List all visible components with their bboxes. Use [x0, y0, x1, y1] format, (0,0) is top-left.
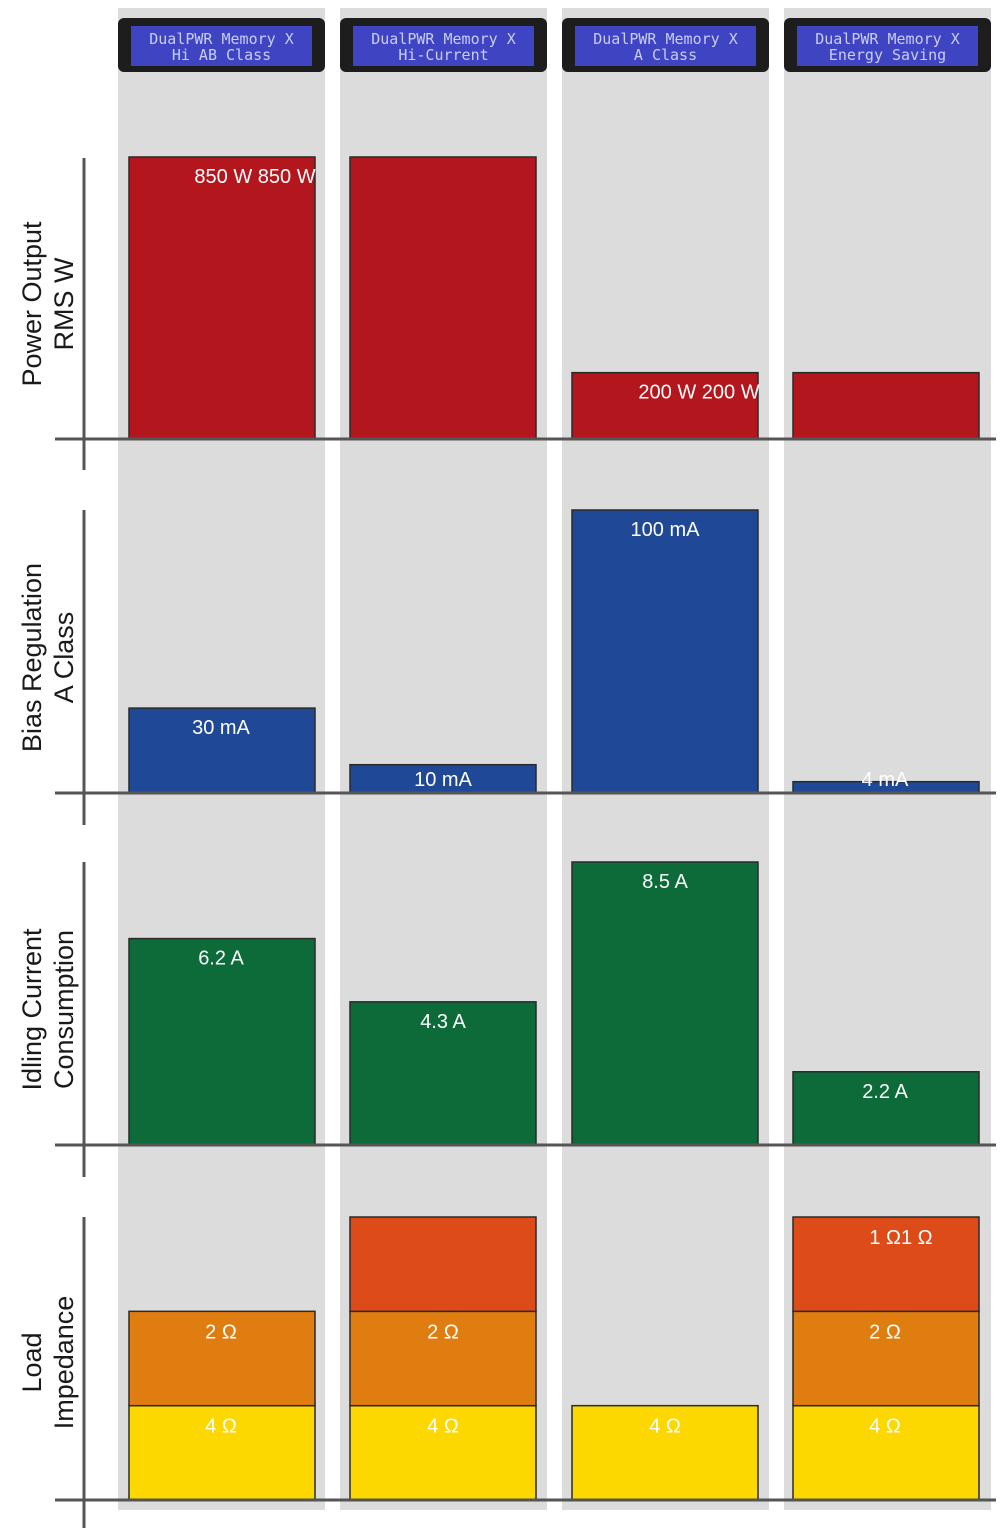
impedance-label-4-3: 1 Ω1 Ω	[869, 1227, 932, 1249]
category-label-line-1: DualPWR Memory X	[371, 30, 516, 48]
bar-label-3-2: 4.3 A	[420, 1011, 466, 1033]
category-label-line-2: Hi AB Class	[172, 46, 271, 64]
bar-label-3-1: 6.2 A	[198, 948, 244, 970]
bar-2-2	[349, 763, 537, 794]
bar-3-1	[128, 937, 316, 1146]
y-label-3-line-2: Consumption	[49, 930, 79, 1089]
bar-label-2-3: 100 mA	[631, 519, 701, 541]
bar-label-2-2: 10 mA	[414, 769, 472, 791]
bar-label-1-1: 850 W 850 W	[194, 166, 315, 188]
category-label-line-1: DualPWR Memory X	[593, 30, 738, 48]
bar-label-2-4: 4 mA	[862, 769, 909, 791]
impedance-bar-2-segment-2	[349, 1310, 537, 1407]
y-label-1-line-2: RMS W	[49, 257, 79, 351]
lcd-screen	[575, 26, 756, 66]
impedance-bar-1-segment-2	[128, 1310, 316, 1407]
impedance-label-2-1: 4 Ω	[427, 1416, 459, 1438]
category-label-line-2: Hi-Current	[398, 46, 488, 64]
panel-4: 4 Ω 4 Ω 4 Ω 4 Ω 2 Ω 2 Ω 2 Ω 1 Ω1 Ω Load Impedance	[17, 1216, 996, 1528]
impedance-bar-4-segment-2	[792, 1310, 980, 1407]
category-label-line-1: DualPWR Memory X	[815, 30, 960, 48]
bar-label-3-4: 2.2 A	[862, 1081, 908, 1103]
impedance-label-1-2: 2 Ω	[205, 1321, 237, 1343]
impedance-bar-2-segment-1	[349, 1404, 537, 1501]
lcd-screen	[797, 26, 978, 66]
y-label-4-line-1: Load	[17, 1332, 47, 1392]
impedance-bar-4-segment-1	[792, 1404, 980, 1501]
bar-label-2-1: 30 mA	[192, 717, 250, 739]
impedance-label-3-1: 4 Ω	[649, 1416, 681, 1438]
category-header-3: DualPWR Memory XA Class	[562, 18, 769, 72]
category-header-2: DualPWR Memory XHi-Current	[340, 18, 547, 72]
bar-1-4	[792, 371, 980, 440]
impedance-label-1-1: 4 Ω	[205, 1416, 237, 1438]
impedance-bar-2-segment-3	[349, 1216, 537, 1313]
category-header-1: DualPWR Memory XHi AB Class	[118, 18, 325, 72]
bar-label-3-3: 8.5 A	[642, 871, 688, 893]
bar-label-1-3: 200 W 200 W	[638, 382, 759, 404]
y-label-4-line-2: Impedance	[49, 1296, 79, 1430]
impedance-label-4-2: 2 Ω	[869, 1321, 901, 1343]
category-label-line-2: A Class	[634, 46, 697, 64]
bar-3-3	[571, 861, 759, 1146]
impedance-bar-4-segment-3	[792, 1216, 980, 1313]
lcd-screen	[353, 26, 534, 66]
bar-2-3	[571, 509, 759, 794]
y-label-1-line-1: Power Output	[17, 221, 47, 387]
bar-3-4	[792, 1071, 980, 1146]
category-label-line-1: DualPWR Memory X	[149, 30, 294, 48]
bar-1-1	[128, 156, 316, 440]
panel-2: 30 mA 10 mA 100 mA 4 mA Bias Regulation A Cla…	[17, 509, 996, 825]
impedance-label-2-2: 2 Ω	[427, 1321, 459, 1343]
bar-3-2	[349, 1001, 537, 1146]
bar-1-2	[349, 156, 537, 440]
y-label-3-line-1: Idling Current	[17, 928, 47, 1091]
panel-1: 850 W 850 W 200 W 200 W Power Output RMS W	[17, 156, 996, 470]
y-label-2-line-2: A Class	[49, 612, 79, 704]
lcd-screen	[131, 26, 312, 66]
y-label-2-line-1: Bias Regulation	[17, 563, 47, 752]
category-label-line-2: Energy Saving	[829, 46, 946, 64]
impedance-label-4-1: 4 Ω	[869, 1416, 901, 1438]
bar-1-3	[571, 371, 759, 440]
panel-3: 6.2 A 4.3 A 8.5 A 2.2 A Idling Current Consum…	[17, 861, 996, 1177]
